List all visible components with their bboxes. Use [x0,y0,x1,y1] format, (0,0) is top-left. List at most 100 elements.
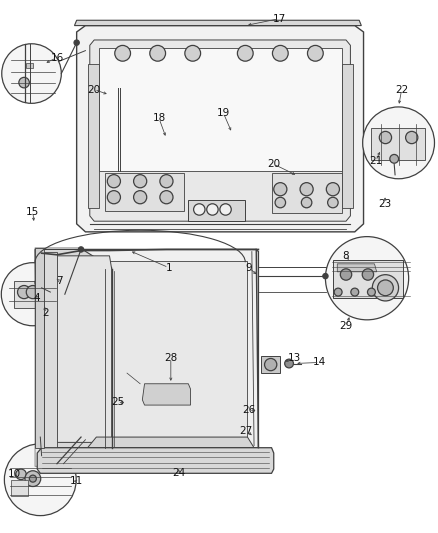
Circle shape [134,191,147,204]
Circle shape [325,237,409,320]
Circle shape [274,183,287,196]
Polygon shape [26,63,33,68]
Polygon shape [11,480,28,496]
Circle shape [107,191,120,204]
Polygon shape [88,437,254,448]
Circle shape [107,175,120,188]
Polygon shape [35,248,44,448]
Circle shape [1,263,64,326]
Text: 21: 21 [369,156,382,166]
Text: 26: 26 [242,406,255,415]
Polygon shape [261,356,280,373]
Circle shape [4,444,76,515]
Circle shape [29,475,36,482]
Text: 24: 24 [172,469,185,478]
Polygon shape [57,256,112,442]
Circle shape [220,204,231,215]
Circle shape [78,247,84,252]
Circle shape [272,45,288,61]
Text: 20: 20 [88,85,101,94]
Circle shape [2,44,61,103]
Circle shape [185,45,201,61]
Polygon shape [342,64,353,208]
Text: 2: 2 [42,309,49,318]
Text: 18: 18 [152,114,166,123]
Circle shape [134,175,147,188]
Polygon shape [88,64,99,208]
Circle shape [390,155,399,163]
Polygon shape [142,384,191,405]
Circle shape [378,280,393,296]
Circle shape [328,197,338,208]
Circle shape [207,204,218,215]
Circle shape [367,288,375,296]
Text: 25: 25 [111,398,124,407]
Circle shape [351,288,359,296]
Text: 16: 16 [50,53,64,62]
Text: 20: 20 [267,159,280,169]
Circle shape [19,77,29,88]
Circle shape [406,131,418,144]
Polygon shape [14,281,42,308]
Circle shape [379,131,392,144]
Polygon shape [272,173,342,213]
Text: 1: 1 [165,263,172,272]
Polygon shape [35,248,112,466]
Circle shape [326,183,339,196]
Text: 9: 9 [245,263,252,272]
Text: 4: 4 [34,294,41,303]
Text: 13: 13 [288,353,301,363]
Circle shape [300,183,313,196]
Text: 19: 19 [217,108,230,118]
Text: 7: 7 [56,276,63,286]
Text: 17: 17 [273,14,286,23]
Circle shape [194,204,205,215]
Polygon shape [96,261,247,437]
Circle shape [372,274,399,301]
Polygon shape [90,40,350,221]
Circle shape [160,175,173,188]
Text: 28: 28 [164,353,177,363]
Polygon shape [81,249,258,448]
Circle shape [363,107,434,179]
Circle shape [301,197,312,208]
Circle shape [25,471,41,487]
Circle shape [307,45,323,61]
Polygon shape [77,26,364,232]
Text: 15: 15 [26,207,39,217]
Circle shape [340,269,352,280]
Circle shape [265,358,277,371]
Text: 8: 8 [343,251,350,261]
Circle shape [26,286,39,298]
Text: 11: 11 [70,477,83,486]
Circle shape [362,269,374,280]
Polygon shape [74,20,361,26]
Circle shape [237,45,253,61]
Circle shape [323,273,328,279]
Circle shape [115,45,131,61]
Circle shape [334,288,342,296]
Circle shape [74,40,79,45]
Polygon shape [188,200,245,221]
Circle shape [150,45,166,61]
Circle shape [160,191,173,204]
Text: 27: 27 [240,426,253,435]
Circle shape [35,278,44,287]
Text: 22: 22 [395,85,408,94]
Polygon shape [99,48,342,171]
Polygon shape [105,173,184,211]
Text: 10: 10 [7,470,21,479]
Circle shape [16,469,26,480]
Circle shape [18,286,31,298]
Circle shape [285,359,293,368]
Polygon shape [37,448,274,473]
Circle shape [275,197,286,208]
Polygon shape [333,260,403,298]
Polygon shape [371,128,425,160]
Text: 14: 14 [313,358,326,367]
Text: 29: 29 [339,321,353,331]
Polygon shape [337,264,377,272]
Polygon shape [35,249,112,448]
Text: 23: 23 [378,199,391,208]
Polygon shape [44,252,57,450]
